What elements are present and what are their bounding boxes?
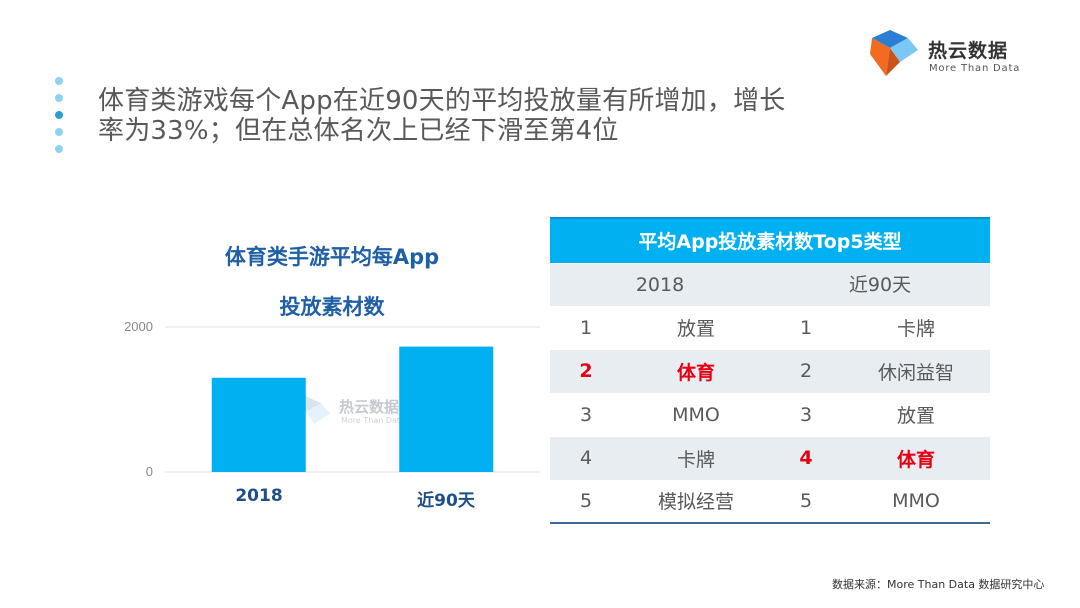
bullet-dot-active (55, 111, 63, 119)
genre-2018: 放置 (676, 318, 715, 341)
logo-tagline: More Than Data (929, 63, 1021, 74)
bullet-dot (55, 94, 63, 102)
company-logo: 热云数据 More Than Data (866, 28, 1036, 80)
genre-2018-highlight: 体育 (676, 361, 715, 384)
column-header-2018: 2018 (635, 274, 685, 296)
page-headline: 体育类游戏每个App在近90天的平均投放量有所增加，增长 率为33%；但在总体名… (98, 86, 838, 146)
rank-2018: 5 (579, 489, 593, 512)
rank-2018: 4 (579, 447, 593, 470)
genre-90-days: 休闲益智 (877, 361, 954, 384)
chart-title: 体育类手游平均每App 投放素材数 (182, 232, 482, 332)
table-row: 5 模拟经营 5 MMO (550, 480, 990, 524)
rank-2018: 1 (579, 316, 593, 339)
logo-mark-icon (870, 30, 918, 76)
genre-2018: 卡牌 (676, 448, 715, 471)
chart-title-line-2: 投放素材数 (279, 295, 385, 319)
table-row: 4 卡牌 4 体育 (550, 436, 990, 480)
rank-90-days: 2 (799, 360, 813, 383)
data-source-note: 数据来源：More Than Data 数据研究中心 (832, 578, 1045, 591)
genre-90-days: 放置 (896, 405, 935, 428)
watermark-name: 热云数据 (339, 398, 400, 416)
genre-2018: 模拟经营 (657, 491, 734, 514)
top5-table: 平均App投放素材数Top5类型 2018 近90天 1 放置 1 卡牌 2 体… (550, 217, 990, 524)
genre-90-days-highlight: 体育 (896, 448, 935, 471)
x-tick-label-90-days: 近90天 (417, 491, 475, 511)
genre-90-days: MMO (892, 489, 940, 512)
column-header-90-days: 近90天 (848, 274, 912, 296)
headline-line-2: 率为33%；但在总体名次上已经下滑至第4位 (98, 116, 619, 146)
logo-name: 热云数据 (928, 40, 1009, 62)
chart-title-line-1: 体育类手游平均每App (224, 245, 440, 269)
x-tick-label-2018: 2018 (235, 486, 283, 506)
rank-90-days-highlight: 4 (799, 447, 813, 470)
rank-2018-highlight: 2 (579, 360, 593, 383)
table-row: 1 放置 1 卡牌 (550, 306, 990, 350)
y-tick-label: 0 (146, 464, 153, 479)
genre-2018: MMO (672, 403, 720, 426)
bullet-dots (53, 77, 65, 157)
watermark-tagline: More Than Data (341, 416, 405, 425)
genre-90-days: 卡牌 (896, 318, 935, 341)
bar-chart: 2000 0 (124, 319, 540, 479)
y-tick-label: 2000 (124, 319, 153, 334)
headline-line-1: 体育类游戏每个App在近90天的平均投放量有所增加，增长 (98, 86, 786, 116)
rank-90-days: 3 (799, 403, 813, 426)
rank-90-days: 5 (799, 489, 813, 512)
table-title: 平均App投放素材数Top5类型 (550, 217, 990, 263)
bar-1 (399, 346, 494, 472)
bullet-dot (55, 77, 63, 85)
table-row: 2 体育 2 休闲益智 (550, 349, 990, 393)
rank-2018: 3 (579, 403, 593, 426)
rank-90-days: 1 (799, 316, 813, 339)
bar-0 (211, 377, 306, 472)
bullet-dot (55, 145, 63, 153)
table-column-headers: 2018 近90天 (550, 263, 990, 306)
bullet-dot (55, 128, 63, 136)
table-row: 3 MMO 3 放置 (550, 393, 990, 437)
